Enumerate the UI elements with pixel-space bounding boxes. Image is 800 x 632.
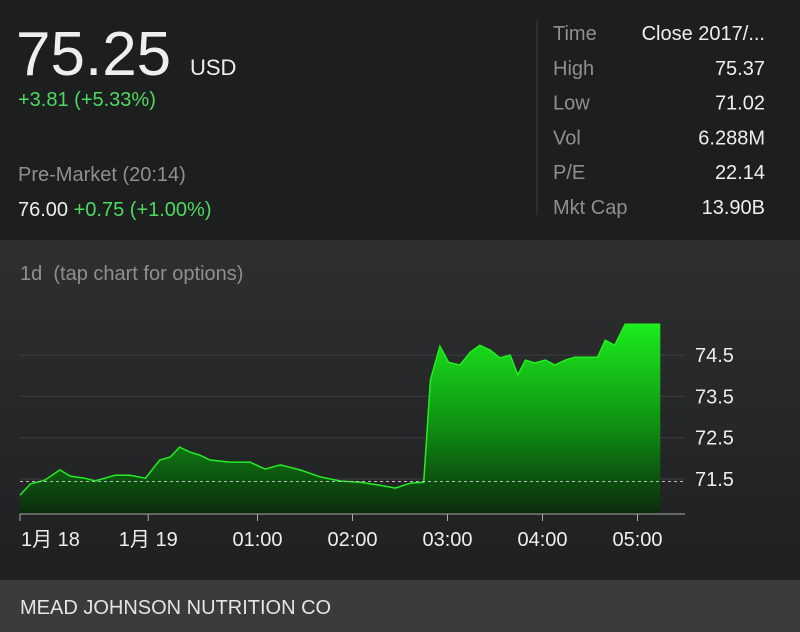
header-bg (0, 0, 800, 240)
change: +3.81 (+5.33%) (18, 89, 156, 111)
pre-market: 76.00 +0.75 (+1.00%) (18, 199, 212, 221)
footer-bg (0, 580, 800, 632)
stat-value: 22.14 (715, 162, 765, 184)
stat-label: High (553, 58, 594, 80)
stat-value: 71.02 (715, 93, 765, 115)
stat-label: P/E (553, 162, 585, 184)
pre-market-change: +0.75 (+1.00%) (74, 199, 212, 221)
company-name: MEAD JOHNSON NUTRITION CO (20, 597, 331, 619)
x-tick-label: 02:00 (327, 529, 377, 551)
y-tick-label: 73.5 (695, 386, 734, 408)
x-tick-label: 05:00 (612, 529, 662, 551)
x-tick-label: 04:00 (517, 529, 567, 551)
price-area (20, 324, 661, 514)
stat-label: Mkt Cap (553, 197, 627, 219)
pre-market-label: Pre-Market (20:14) (18, 164, 186, 186)
stat-label: Time (553, 23, 597, 45)
y-tick-label: 72.5 (695, 428, 734, 450)
y-tick-label: 74.5 (695, 345, 734, 367)
chart-hint[interactable]: 1d (tap chart for options) (20, 263, 243, 285)
x-tick-label: 1月 18 (21, 529, 80, 551)
stat-value: Close 2017/... (642, 23, 765, 45)
pre-market-price: 76.00 (18, 199, 68, 221)
y-tick-label: 71.5 (695, 469, 734, 491)
x-tick-label: 1月 19 (119, 529, 178, 551)
x-tick-label: 03:00 (422, 529, 472, 551)
stat-value: 13.90B (702, 197, 765, 219)
stat-label: Low (553, 93, 590, 115)
x-tick-label: 01:00 (232, 529, 282, 551)
price-line (19, 323, 661, 496)
stat-value: 75.37 (715, 58, 765, 80)
stat-value: 6.288M (698, 127, 765, 149)
chart-bg (0, 240, 800, 580)
price: 75.25 (16, 20, 171, 89)
currency: USD (190, 55, 236, 80)
stat-label: Vol (553, 127, 581, 149)
